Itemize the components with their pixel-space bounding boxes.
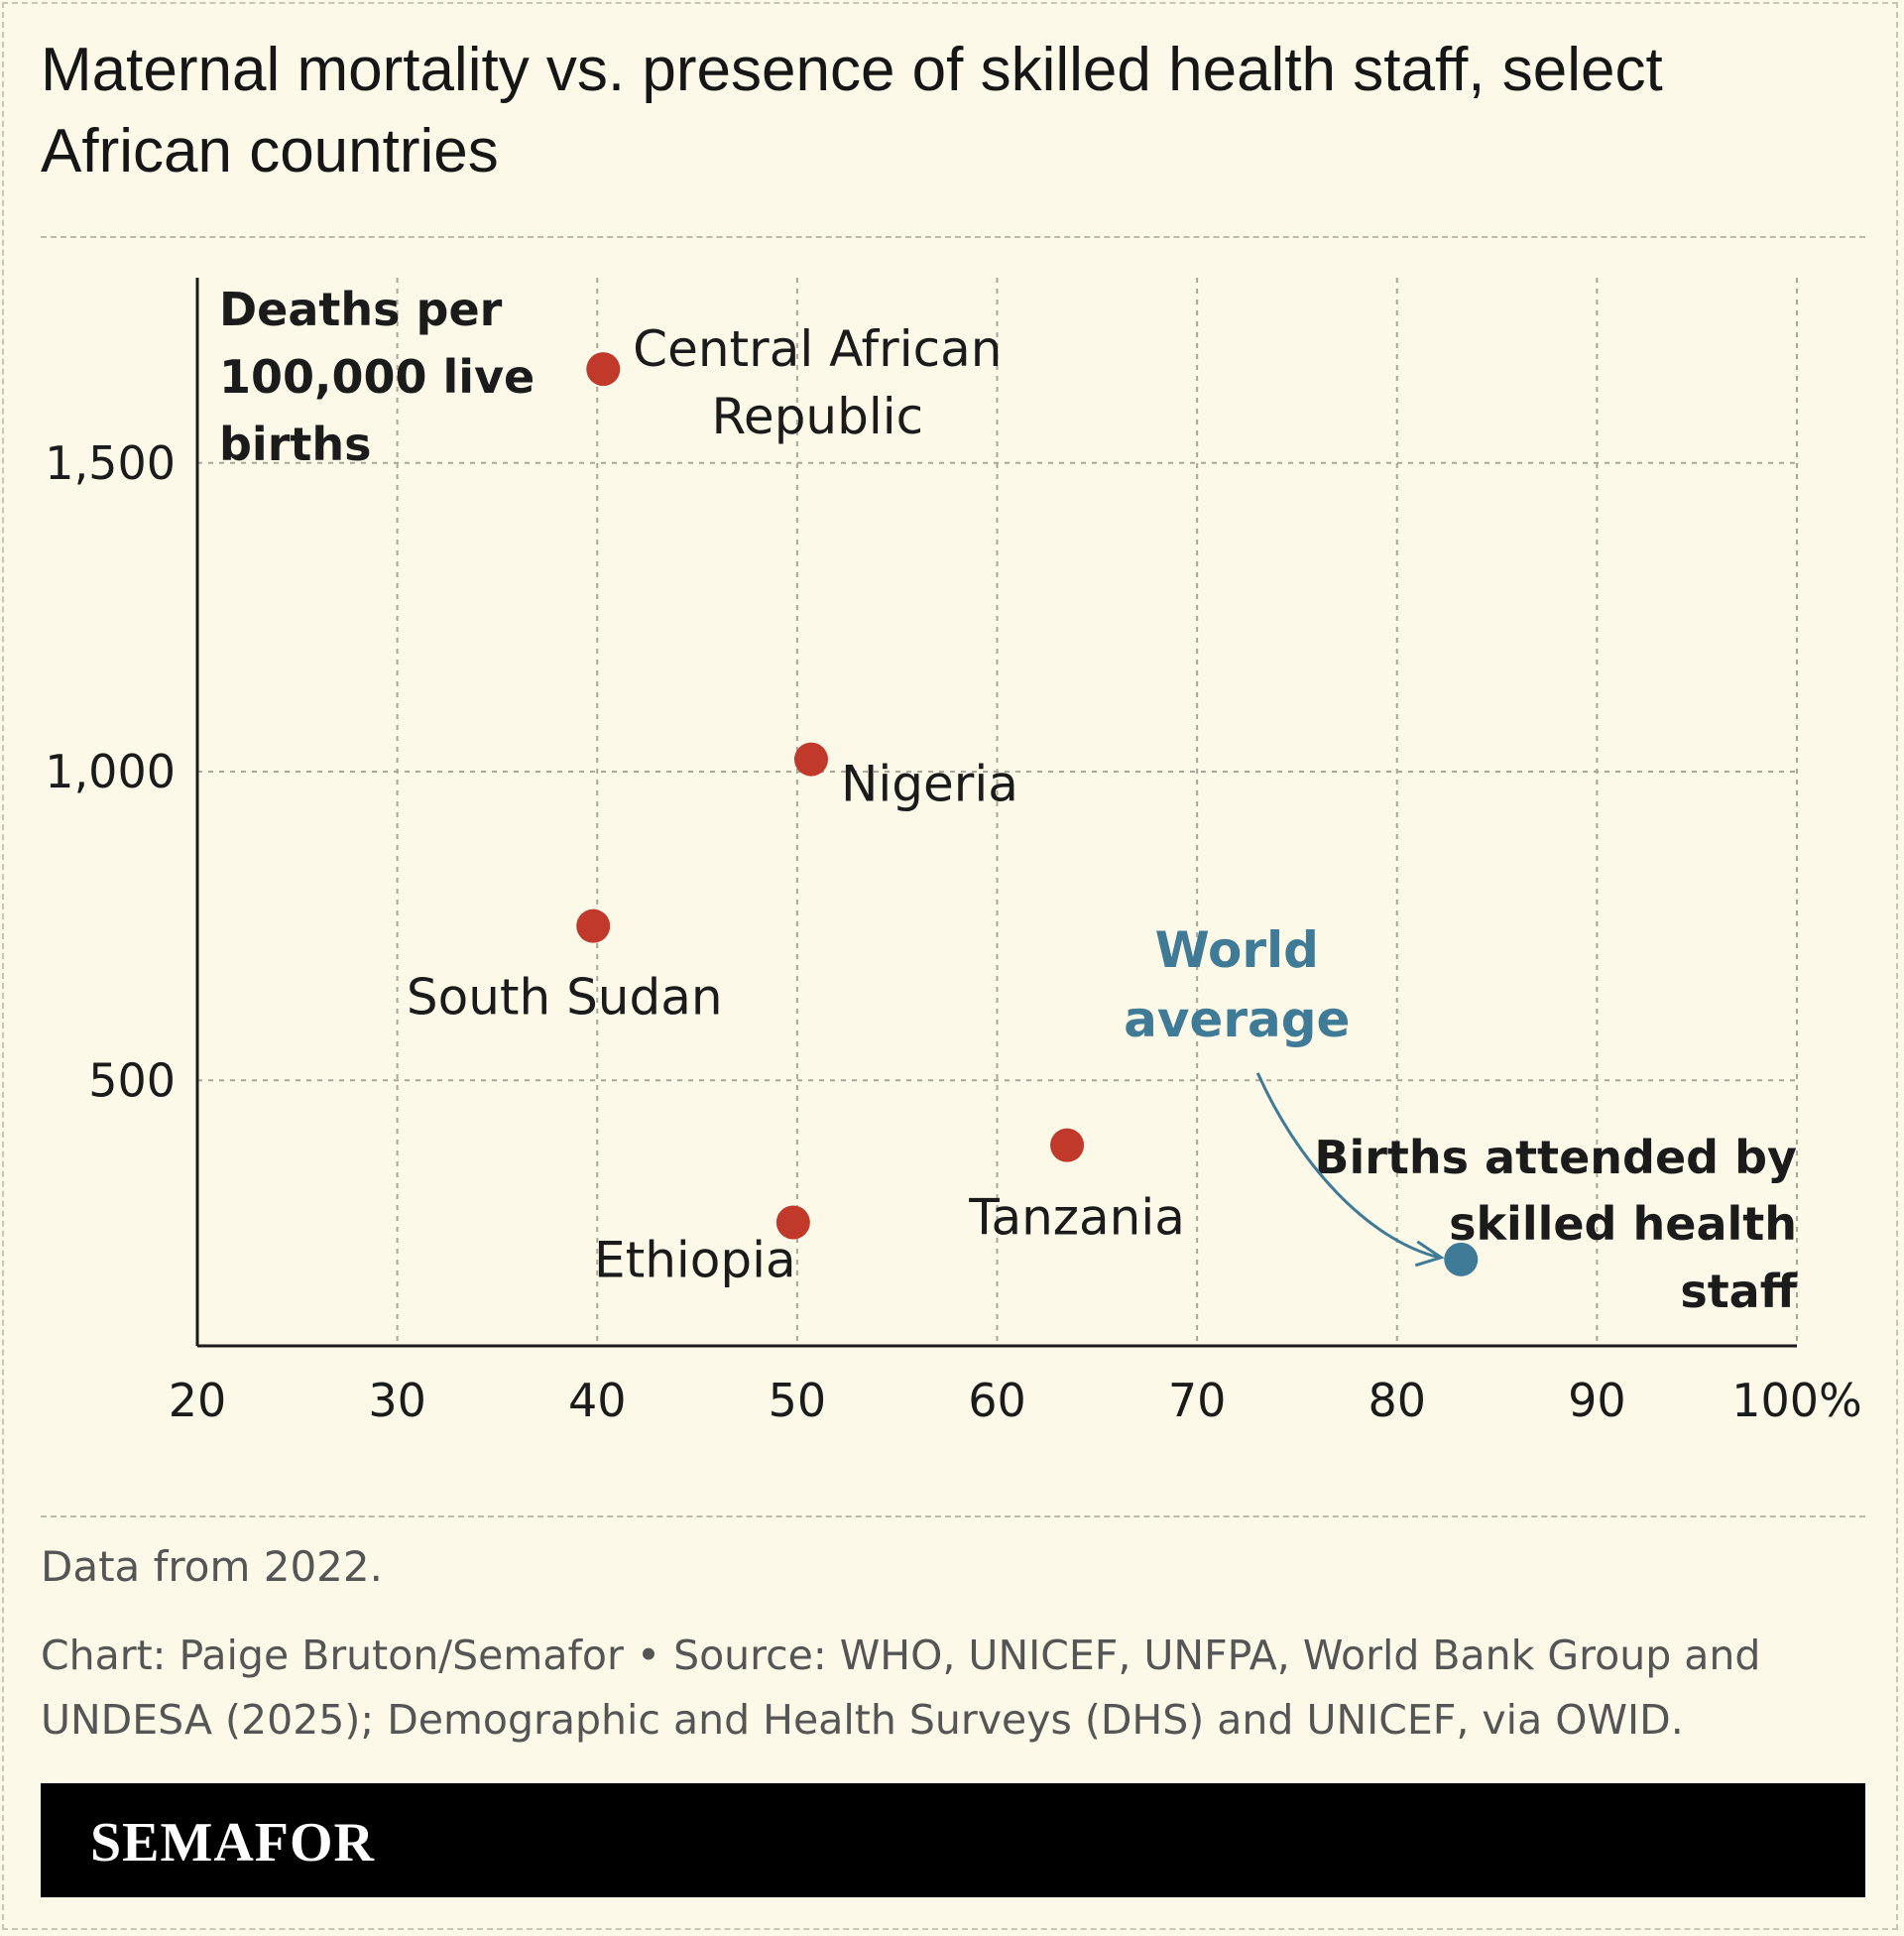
chart-title: Maternal mortality vs. presence of skill… (41, 36, 1663, 185)
x-tick-label: 30 (368, 1374, 426, 1427)
x-tick-label: 100% (1731, 1374, 1862, 1427)
x-tick-label: 70 (1168, 1374, 1227, 1427)
point-label-world-average: World average (1124, 921, 1350, 1048)
y-tick-label: 500 (88, 1053, 176, 1107)
y-axis-title: Deaths per 100,000 live births (219, 283, 535, 471)
point-label-tanzania: Tanzania (968, 1189, 1185, 1247)
data-note: Data from 2022. (41, 1542, 383, 1591)
annotation-arrowhead (1414, 1240, 1445, 1268)
point-nigeria (793, 742, 828, 777)
point-world-average (1444, 1242, 1479, 1276)
semafor-logo: SEMAFOR (90, 1812, 375, 1874)
y-tick-label: 1,000 (45, 745, 176, 798)
y-tick-label: 1,500 (45, 436, 176, 490)
x-tick-label: 90 (1568, 1374, 1626, 1427)
top-divider (41, 236, 1865, 238)
x-tick-label: 20 (169, 1374, 227, 1427)
point-label-ethiopia: Ethiopia (594, 1231, 796, 1288)
scatter-chart: 20 30 40 50 60 70 80 90 100% 500 1,000 1,500 Deaths … (45, 278, 1862, 1427)
x-tick-label: 50 (769, 1374, 827, 1427)
point-south-sudan (576, 908, 611, 943)
x-tick-label: 80 (1368, 1374, 1426, 1427)
bottom-divider (41, 1515, 1865, 1517)
footer-bar: SEMAFOR (41, 1783, 1865, 1897)
x-tick-label: 60 (968, 1374, 1026, 1427)
point-label-south-sudan: South Sudan (407, 969, 723, 1027)
annotation-arrow (1255, 1072, 1440, 1260)
point-central-african-republic (586, 352, 621, 387)
point-label-nigeria: Nigeria (841, 756, 1018, 813)
point-tanzania (1050, 1128, 1085, 1162)
source-credit: Chart: Paige Bruton/Semafor • Source: WH… (41, 1632, 1761, 1744)
x-axis-title: Births attended by skilled health staff (1314, 1131, 1797, 1318)
point-label-central-african-republic: Central African Republic (633, 320, 1002, 445)
x-tick-label: 40 (568, 1374, 627, 1427)
point-ethiopia (775, 1205, 810, 1240)
